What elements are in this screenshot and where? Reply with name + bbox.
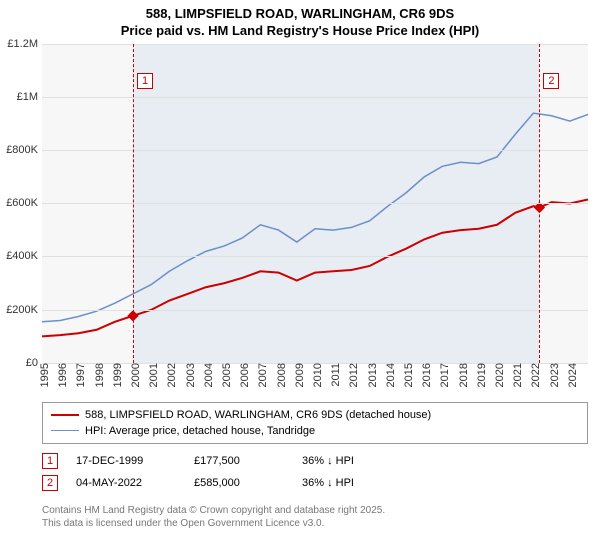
- gridline: [42, 97, 588, 98]
- sale-marker-line: [133, 44, 134, 363]
- x-axis-label: 2017: [439, 363, 451, 387]
- gridline: [42, 310, 588, 311]
- x-axis-label: 2022: [530, 363, 542, 387]
- x-axis-label: 2024: [567, 363, 579, 387]
- y-axis-label: £600K: [6, 197, 38, 209]
- transaction-badge-2: 2: [42, 475, 58, 491]
- transaction-row-2: 2 04-MAY-2022 £585,000 36% ↓ HPI: [42, 472, 588, 494]
- y-axis-label: £1.2M: [7, 38, 38, 50]
- x-axis-label: 2009: [294, 363, 306, 387]
- x-axis-label: 1999: [112, 363, 124, 387]
- footer-line2: This data is licensed under the Open Gov…: [42, 517, 588, 530]
- footer-line1: Contains HM Land Registry data © Crown c…: [42, 504, 588, 517]
- transaction-price-1: £177,500: [194, 455, 284, 467]
- sale-marker-badge: 2: [543, 73, 559, 89]
- legend-row-hpi: HPI: Average price, detached house, Tand…: [51, 423, 579, 439]
- legend-label-hpi: HPI: Average price, detached house, Tand…: [85, 425, 315, 437]
- gridline: [42, 150, 588, 151]
- sale-marker-line: [539, 44, 540, 363]
- x-axis-label: 2007: [257, 363, 269, 387]
- y-axis-label: £200K: [6, 304, 38, 316]
- transaction-badge-1: 1: [42, 453, 58, 469]
- series-line-hpi: [42, 113, 588, 322]
- chart-title-block: 588, LIMPSFIELD ROAD, WARLINGHAM, CR6 9D…: [0, 0, 600, 44]
- x-axis-label: 2006: [239, 363, 251, 387]
- footer: Contains HM Land Registry data © Crown c…: [42, 504, 588, 530]
- y-axis-label: £800K: [6, 144, 38, 156]
- legend-swatch-hpi: [51, 430, 79, 431]
- legend: 588, LIMPSFIELD ROAD, WARLINGHAM, CR6 9D…: [42, 402, 588, 444]
- y-axis-label: £0: [26, 357, 38, 369]
- x-axis-label: 2023: [549, 363, 561, 387]
- x-axis-label: 2012: [348, 363, 360, 387]
- x-axis-label: 2003: [185, 363, 197, 387]
- x-axis-label: 2021: [512, 363, 524, 387]
- x-axis-label: 2010: [312, 363, 324, 387]
- y-axis-label: £1M: [17, 91, 38, 103]
- transaction-date-2: 04-MAY-2022: [76, 477, 176, 489]
- x-axis-label: 2014: [385, 363, 397, 387]
- legend-swatch-price-paid: [51, 414, 79, 416]
- chart-title-line2: Price paid vs. HM Land Registry's House …: [0, 23, 600, 40]
- sale-marker-badge: 1: [137, 73, 153, 89]
- chart-title-line1: 588, LIMPSFIELD ROAD, WARLINGHAM, CR6 9D…: [0, 6, 600, 23]
- gridline: [42, 203, 588, 204]
- x-axis-label: 2020: [494, 363, 506, 387]
- x-axis-label: 2018: [458, 363, 470, 387]
- chart-plot-area: £0£200K£400K£600K£800K£1M£1.2M1995199619…: [42, 44, 588, 364]
- transaction-delta-2: 36% ↓ HPI: [302, 477, 354, 489]
- x-axis-label: 2013: [367, 363, 379, 387]
- x-axis-label: 2008: [276, 363, 288, 387]
- x-axis-label: 2002: [166, 363, 178, 387]
- x-axis-label: 2019: [476, 363, 488, 387]
- x-axis-label: 2005: [221, 363, 233, 387]
- x-axis-label: 1998: [94, 363, 106, 387]
- gridline: [42, 256, 588, 257]
- x-axis-label: 2011: [330, 363, 342, 387]
- series-line-price_paid: [42, 199, 588, 336]
- transaction-date-1: 17-DEC-1999: [76, 455, 176, 467]
- x-axis-label: 2000: [130, 363, 142, 387]
- legend-row-price-paid: 588, LIMPSFIELD ROAD, WARLINGHAM, CR6 9D…: [51, 407, 579, 423]
- x-axis-label: 2004: [203, 363, 215, 387]
- transaction-delta-1: 36% ↓ HPI: [302, 455, 354, 467]
- x-axis-label: 2001: [148, 363, 160, 387]
- transaction-row-1: 1 17-DEC-1999 £177,500 36% ↓ HPI: [42, 450, 588, 472]
- x-axis-label: 1995: [39, 363, 51, 387]
- x-axis-label: 2016: [421, 363, 433, 387]
- transaction-table: 1 17-DEC-1999 £177,500 36% ↓ HPI 2 04-MA…: [42, 450, 588, 494]
- y-axis-label: £400K: [6, 250, 38, 262]
- x-axis-label: 1997: [75, 363, 87, 387]
- x-axis-label: 2015: [403, 363, 415, 387]
- transaction-price-2: £585,000: [194, 477, 284, 489]
- gridline: [42, 44, 588, 45]
- legend-label-price-paid: 588, LIMPSFIELD ROAD, WARLINGHAM, CR6 9D…: [85, 409, 431, 421]
- x-axis-label: 1996: [57, 363, 69, 387]
